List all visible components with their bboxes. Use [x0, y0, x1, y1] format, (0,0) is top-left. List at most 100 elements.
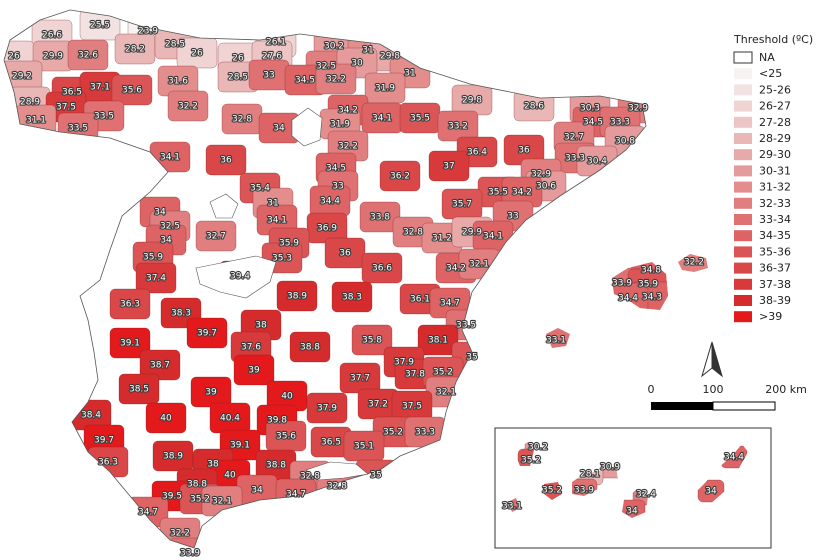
- region-label: 35.2: [383, 428, 403, 438]
- region-label: 34.1: [372, 114, 392, 124]
- region-label: 32.8: [327, 482, 347, 492]
- region-label: 32.7: [564, 133, 584, 143]
- region-label: 40.4: [220, 414, 240, 424]
- region-label: 40: [224, 471, 236, 481]
- region-label: 38.3: [342, 293, 362, 303]
- region-label: 34.1: [483, 232, 503, 242]
- region-label: 33.5: [456, 321, 476, 331]
- region-label: 38.9: [163, 452, 183, 462]
- legend-label: NA: [759, 51, 775, 64]
- region-label: 36.3: [120, 300, 140, 310]
- region-label: 31.1: [26, 116, 46, 126]
- legend-label: 28-29: [759, 132, 791, 145]
- region-label: 34.3: [642, 293, 662, 303]
- region: [331, 281, 373, 313]
- region-label: 33: [332, 182, 343, 192]
- region-label: 34.1: [267, 216, 287, 226]
- region-label: 39.1: [120, 339, 140, 349]
- legend-swatch: [734, 246, 752, 258]
- region-label: 34.7: [440, 299, 460, 309]
- region-label: 35.2: [542, 486, 562, 496]
- region-label: 29.2: [12, 72, 32, 82]
- region-label: 39.7: [94, 436, 114, 446]
- region-label: 37.9: [394, 358, 414, 368]
- region-label: 35: [370, 471, 381, 481]
- region-label: 33.9: [180, 549, 200, 559]
- legend-label: 30-31: [759, 164, 791, 177]
- region-label: 39.1: [230, 441, 250, 451]
- region-label: 33: [263, 71, 274, 81]
- region-label: 31: [362, 46, 373, 56]
- region-label: 34.5: [326, 164, 346, 174]
- region-label: 38.5: [129, 385, 149, 395]
- scale-label: 0: [648, 383, 655, 396]
- scale-bar: 0 100 200 km: [648, 383, 807, 411]
- region-label: 32.5: [316, 62, 336, 72]
- region: [289, 331, 331, 363]
- region-label: 34: [273, 124, 285, 134]
- region-label: 34.4: [618, 294, 638, 304]
- legend-label: <25: [759, 67, 782, 80]
- region: [315, 63, 357, 95]
- region-label: 37.6: [241, 343, 261, 353]
- region-label: 32.2: [684, 258, 704, 268]
- region-label: 36.5: [62, 88, 82, 98]
- region-label: 36.1: [410, 295, 430, 305]
- region: [351, 324, 393, 356]
- region: [195, 220, 237, 252]
- region-label: 38.8: [266, 461, 286, 471]
- legend-label: 37-38: [759, 278, 791, 291]
- legend-swatch: [734, 133, 752, 144]
- region-label: 36.3: [98, 458, 118, 468]
- region-label: 37.4: [146, 274, 166, 284]
- legend-label: 32-33: [759, 197, 791, 210]
- region-label: 29.9: [462, 228, 482, 238]
- region-label: 26.1: [266, 38, 286, 48]
- region-label: 31.6: [168, 77, 188, 87]
- region-label: 28.6: [524, 102, 544, 112]
- region-label: 28.5: [228, 73, 248, 83]
- region-label: 37.9: [317, 404, 337, 414]
- region-label: 33.8: [370, 213, 390, 223]
- region-label: 37.5: [56, 103, 76, 113]
- region-label: 39.7: [197, 329, 217, 339]
- region-label: 35.7: [452, 200, 472, 210]
- region-label: 32.5: [160, 222, 180, 232]
- region-label: 36.2: [390, 172, 410, 182]
- region-label: 30.6: [536, 182, 556, 192]
- region-label: 36: [220, 156, 232, 166]
- legend-swatch: [734, 278, 752, 290]
- region-label: 35.2: [433, 368, 453, 378]
- region: [276, 280, 318, 312]
- region-label: 33.5: [68, 124, 88, 134]
- region: [135, 262, 177, 294]
- region-label: 28.2: [125, 45, 145, 55]
- region: [205, 144, 247, 176]
- region-label: 35.9: [279, 239, 299, 249]
- canary-inset-frame: [494, 427, 772, 549]
- region-label: 35.5: [410, 114, 430, 124]
- region-label: 32.8: [232, 115, 252, 125]
- scale-bar-light: [712, 401, 776, 411]
- region-label: 30.2: [324, 42, 344, 52]
- region-label: 37.1: [90, 83, 110, 93]
- legend-label: 25-26: [759, 83, 791, 96]
- region-label: 28.1: [580, 470, 600, 480]
- region: [306, 392, 348, 424]
- region: [118, 373, 160, 405]
- region-label: 35.2: [521, 456, 541, 466]
- region-label: 37: [443, 162, 454, 172]
- legend-label: 35-36: [759, 245, 791, 258]
- legend-swatch: [734, 84, 752, 96]
- region-label: 34.8: [641, 266, 661, 276]
- region-label: 32.2: [326, 75, 346, 85]
- legend-label: 31-32: [759, 181, 791, 194]
- region-label: 35: [466, 353, 477, 363]
- legend-label: 29-30: [759, 148, 791, 161]
- region-label: 38.8: [187, 480, 207, 490]
- north-arrow: [701, 341, 723, 378]
- region-label: 33.1: [546, 336, 566, 346]
- region: [379, 160, 421, 192]
- region-label: 39.8: [267, 416, 287, 426]
- region-label: 33.3: [565, 154, 585, 164]
